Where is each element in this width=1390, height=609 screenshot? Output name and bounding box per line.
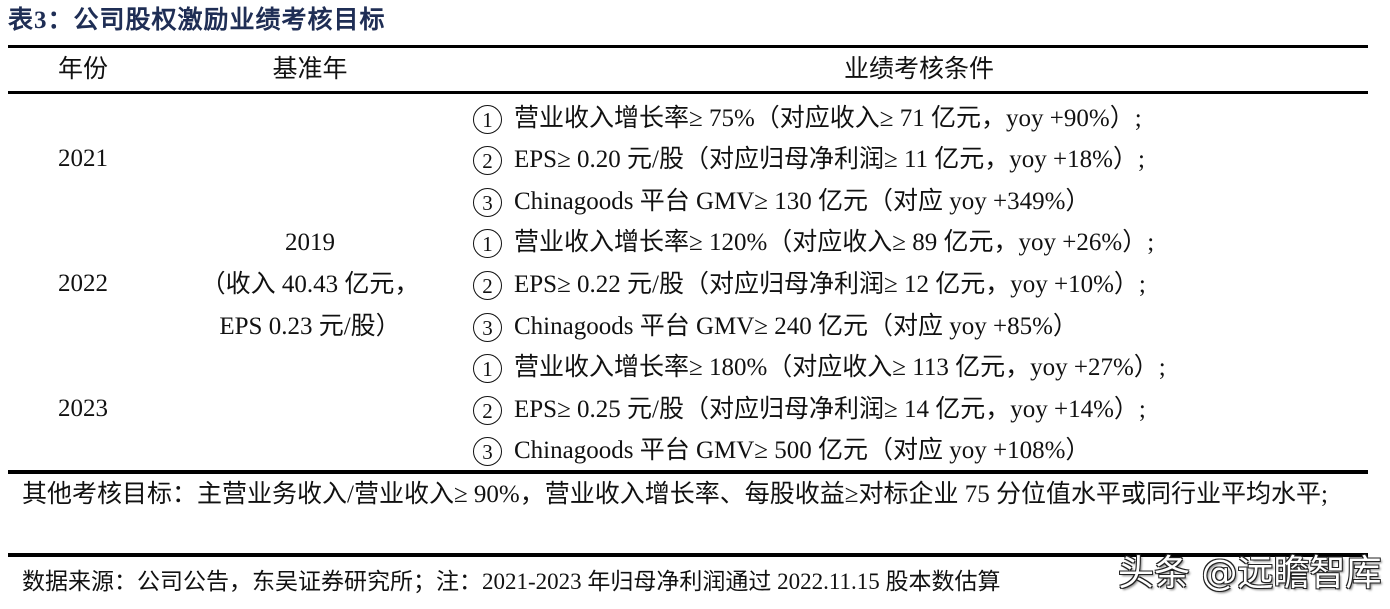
condition-line: 2 EPS≥ 0.25 元/股（对应归母净利润≥ 14 亿元，yoy +14%）…: [473, 389, 1146, 431]
condition-text: 营业收入增长率≥ 120%（对应收入≥ 89 亿元，yoy +26%）;: [514, 229, 1155, 256]
condition-text: Chinagoods 平台 GMV≥ 240 亿元（对应 yoy +85%）: [514, 313, 1078, 340]
circled-number-icon: 1: [473, 228, 502, 258]
condition-text: EPS≥ 0.20 元/股（对应归母净利润≥ 11 亿元，yoy +18%）;: [514, 146, 1145, 173]
condition-line: 1 营业收入增长率≥ 120%（对应收入≥ 89 亿元，yoy +26%）;: [473, 222, 1154, 264]
circled-number-icon: 1: [473, 104, 502, 134]
base-year-eps: EPS 0.23 元/股）: [219, 313, 401, 340]
condition-line: 3 Chinagoods 平台 GMV≥ 500 亿元（对应 yoy +108%…: [473, 430, 1090, 472]
condition-text: 营业收入增长率≥ 180%（对应收入≥ 113 亿元，yoy +27%）;: [514, 354, 1166, 381]
row-year-2021: 2021: [58, 145, 108, 172]
table-bottom-rule: [8, 553, 1368, 557]
circled-number-icon: 3: [473, 312, 502, 342]
condition-line: 1 营业收入增长率≥ 180%（对应收入≥ 113 亿元，yoy +27%）;: [473, 347, 1166, 389]
circled-number-icon: 1: [473, 353, 502, 383]
row-year-2023: 2023: [58, 395, 108, 422]
condition-text: Chinagoods 平台 GMV≥ 500 亿元（对应 yoy +108%）: [514, 437, 1091, 464]
condition-line: 2 EPS≥ 0.20 元/股（对应归母净利润≥ 11 亿元，yoy +18%）…: [473, 139, 1145, 181]
condition-text: EPS≥ 0.25 元/股（对应归母净利润≥ 14 亿元，yoy +14%）;: [514, 396, 1146, 423]
condition-line: 1 营业收入增长率≥ 75%（对应收入≥ 71 亿元，yoy +90%）;: [473, 98, 1142, 140]
circled-number-icon: 3: [473, 187, 502, 217]
condition-line: 3 Chinagoods 平台 GMV≥ 130 亿元（对应 yoy +349%…: [473, 181, 1090, 223]
base-year-value: 2019: [285, 229, 335, 256]
base-year-cell: 2019 （收入 40.43 亿元， EPS 0.23 元/股）: [160, 222, 460, 348]
other-targets: 其他考核目标：主营业务收入/营业收入≥ 90%，营业收入增长率、每股收益≥对标企…: [22, 481, 1328, 508]
header-conditions: 业绩考核条件: [843, 56, 994, 83]
circled-number-icon: 2: [473, 145, 502, 175]
base-year-revenue: （收入 40.43 亿元，: [200, 271, 420, 298]
body-bottom-rule: [8, 470, 1368, 474]
header-base-year: 基准年: [272, 56, 348, 83]
table-top-rule: [8, 45, 1368, 48]
condition-line: 2 EPS≥ 0.22 元/股（对应归母净利润≥ 12 亿元，yoy +10%）…: [473, 264, 1146, 306]
condition-line: 3 Chinagoods 平台 GMV≥ 240 亿元（对应 yoy +85%）: [473, 306, 1078, 348]
header-rule: [8, 91, 1368, 94]
circled-number-icon: 2: [473, 395, 502, 425]
row-year-2022: 2022: [58, 270, 108, 297]
condition-text: EPS≥ 0.22 元/股（对应归母净利润≥ 12 亿元，yoy +10%）;: [514, 271, 1146, 298]
watermark: 头条 @远瞻智库: [1118, 553, 1382, 594]
table-title: 表3：公司股权激励业绩考核目标: [8, 7, 386, 34]
circled-number-icon: 2: [473, 270, 502, 300]
condition-text: Chinagoods 平台 GMV≥ 130 亿元（对应 yoy +349%）: [514, 188, 1091, 215]
header-year: 年份: [57, 56, 108, 83]
source-note: 数据来源：公司公告，东吴证券研究所；注：2021-2023 年归母净利润通过 2…: [22, 569, 1001, 594]
condition-text: 营业收入增长率≥ 75%（对应收入≥ 71 亿元，yoy +90%）;: [514, 105, 1142, 132]
circled-number-icon: 3: [473, 436, 502, 466]
